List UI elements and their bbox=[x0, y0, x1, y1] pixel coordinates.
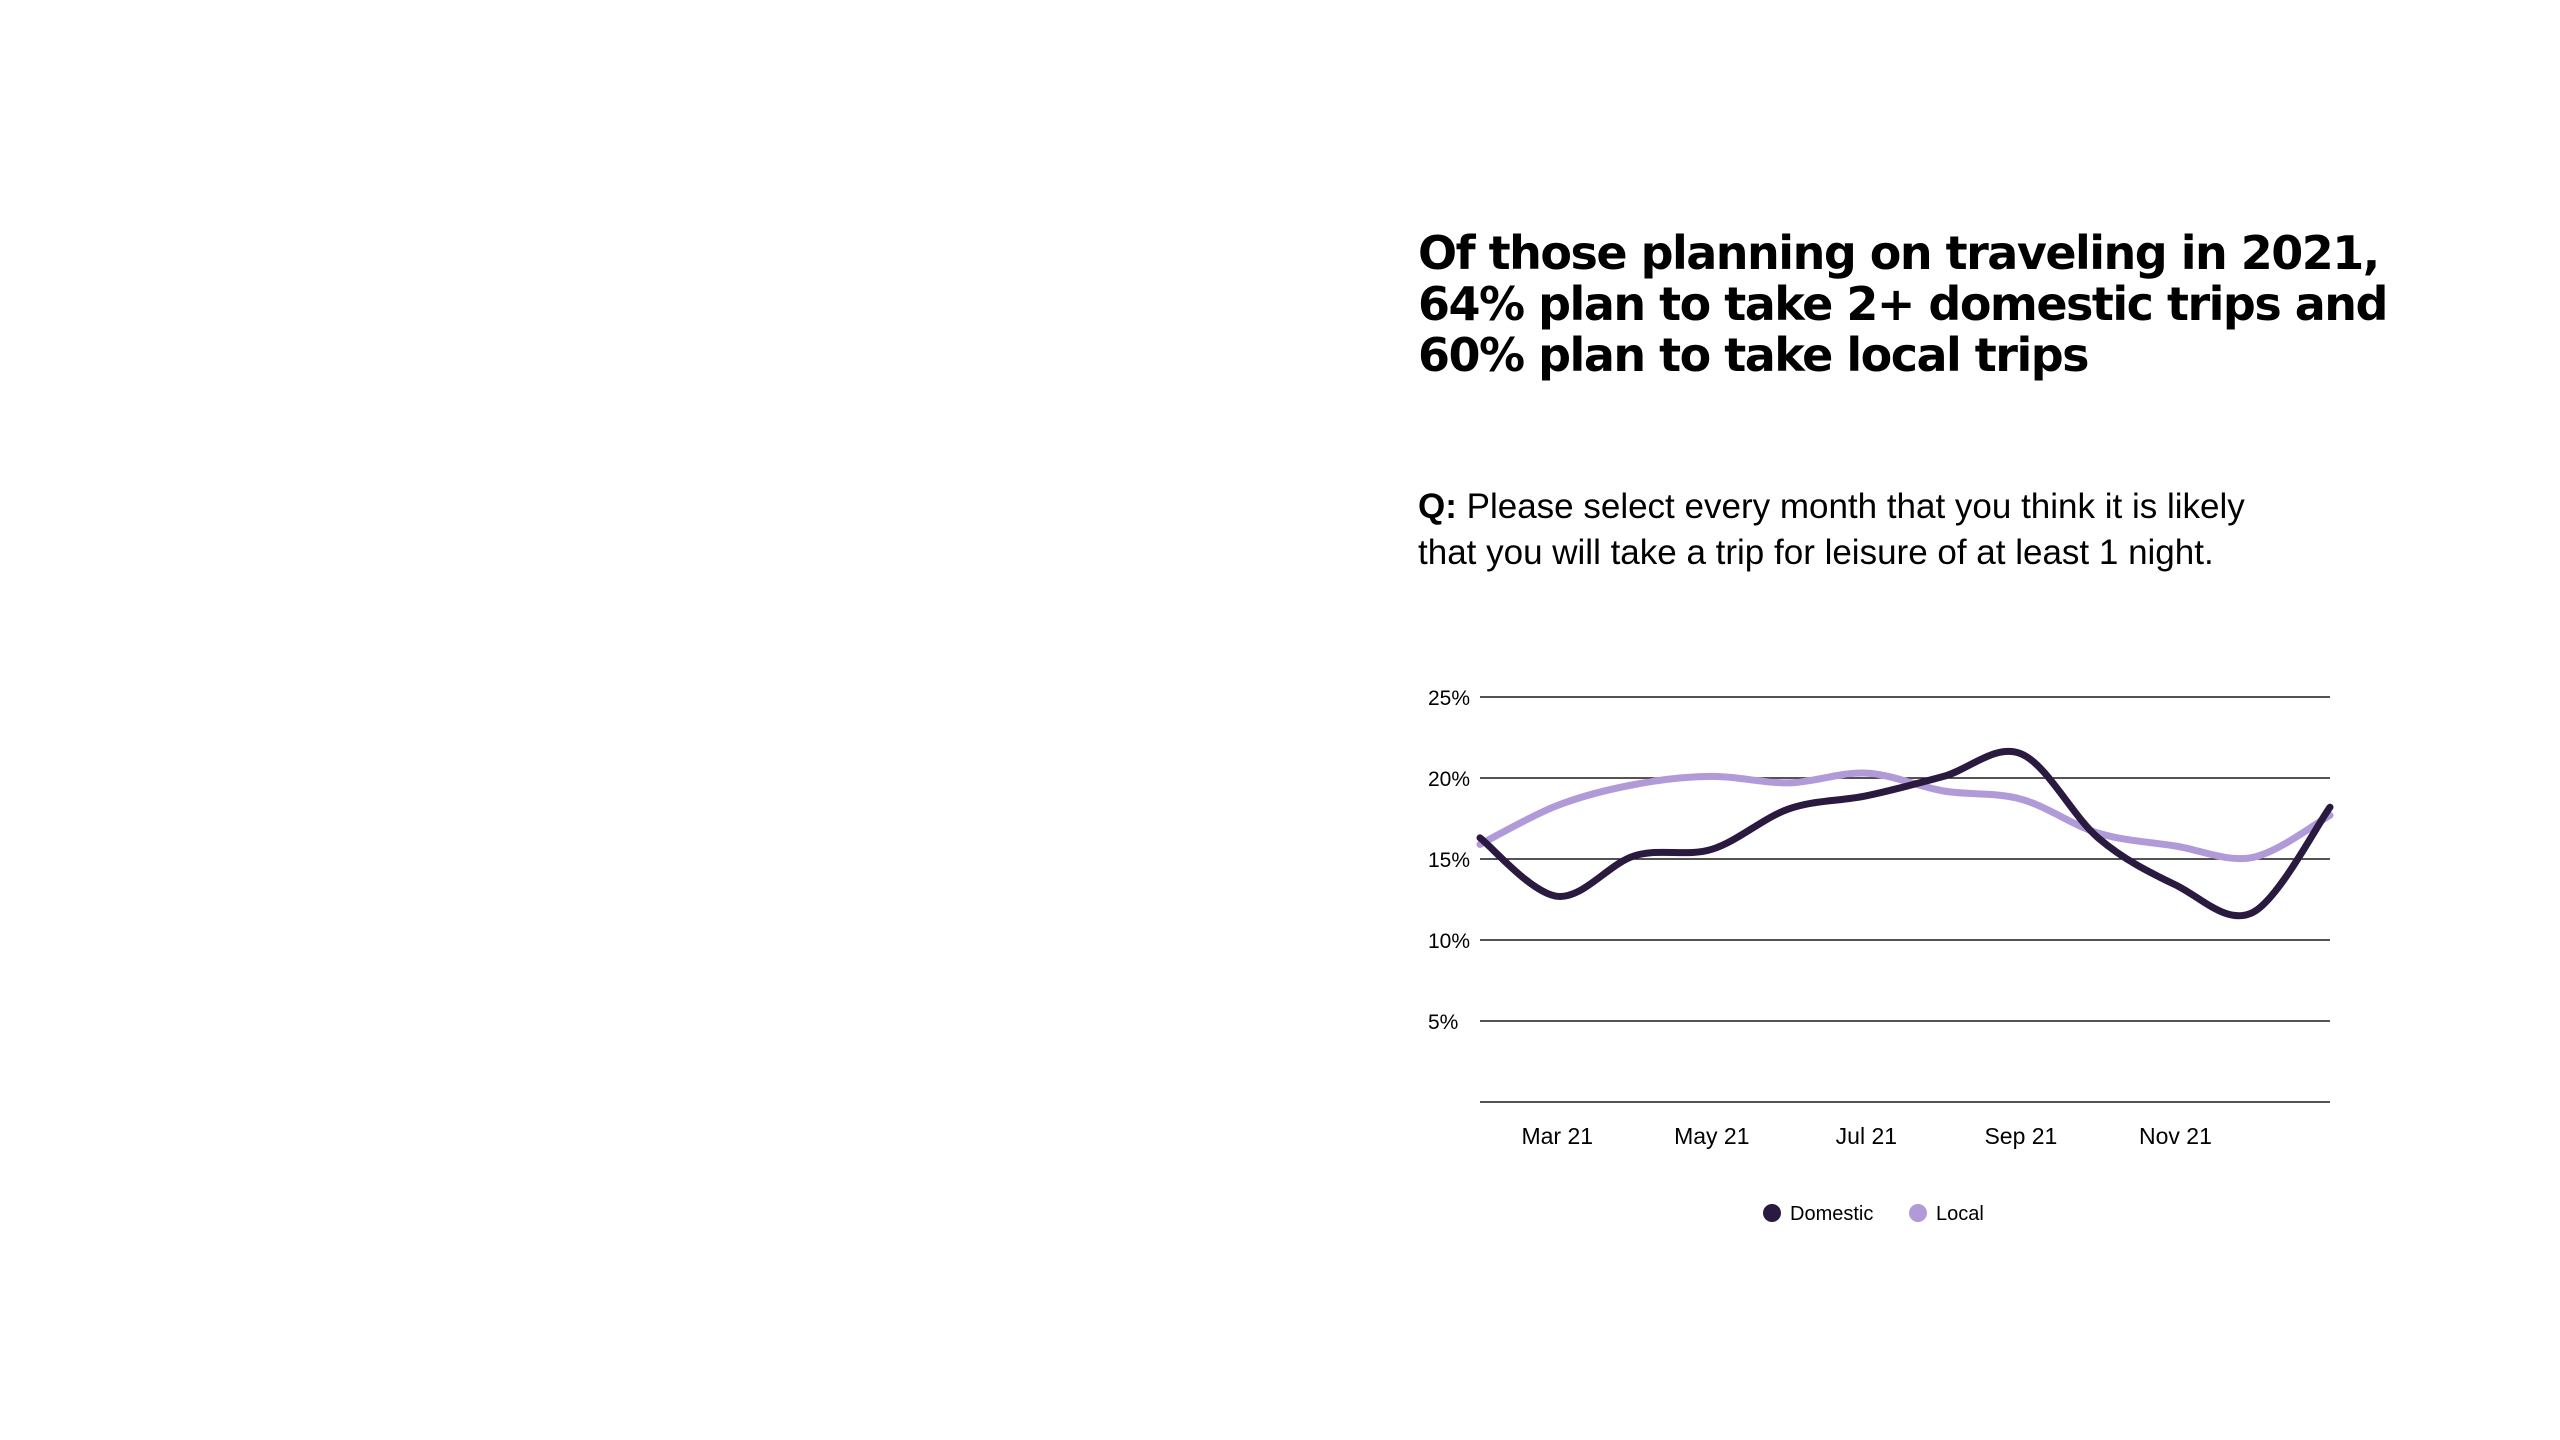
survey-question: Q: Please select every month that you th… bbox=[1418, 484, 2418, 576]
y-tick-label: 10% bbox=[1428, 930, 1470, 953]
legend-marker-domestic bbox=[1763, 1204, 1781, 1222]
x-tick-label: Jul 21 bbox=[1836, 1123, 1897, 1149]
line-chart: 25% 20% 15% 10% 5% Mar 21 May 21 Jul 21 Sep 21 No… bbox=[1400, 660, 2360, 1260]
chart-svg: 25% 20% 15% 10% 5% Mar 21 May 21 Jul 21 Sep 21 No… bbox=[1428, 687, 2334, 1225]
x-tick-label: Sep 21 bbox=[1984, 1123, 2057, 1149]
y-tick-label: 15% bbox=[1428, 849, 1470, 872]
question-line-1: Q: Please select every month that you th… bbox=[1418, 484, 2418, 530]
headline-line-1: Of those planning on traveling in 2021, bbox=[1418, 226, 2380, 280]
headline-line-3: 60% plan to take local trips bbox=[1418, 328, 2090, 382]
x-tick-label: May 21 bbox=[1674, 1123, 1749, 1149]
series-line-domestic bbox=[1476, 747, 2334, 920]
x-tick-label: Nov 21 bbox=[2139, 1123, 2212, 1149]
legend-label-domestic: Domestic bbox=[1790, 1203, 1873, 1225]
headline: Of those planning on traveling in 2021, … bbox=[1418, 228, 2418, 381]
legend-label-local: Local bbox=[1936, 1203, 1984, 1225]
y-tick-label: 25% bbox=[1428, 687, 1470, 710]
question-text-2: that you will take a trip for leisure of… bbox=[1418, 533, 2214, 572]
y-tick-label: 20% bbox=[1428, 768, 1470, 791]
headline-line-2: 64% plan to take 2+ domestic trips and bbox=[1418, 277, 2388, 331]
question-text-1: Please select every month that you think… bbox=[1456, 487, 2245, 526]
legend-marker-local bbox=[1909, 1204, 1927, 1222]
y-tick-label: 5% bbox=[1428, 1011, 1458, 1034]
question-label: Q: bbox=[1418, 487, 1457, 526]
x-tick-label: Mar 21 bbox=[1521, 1123, 1593, 1149]
